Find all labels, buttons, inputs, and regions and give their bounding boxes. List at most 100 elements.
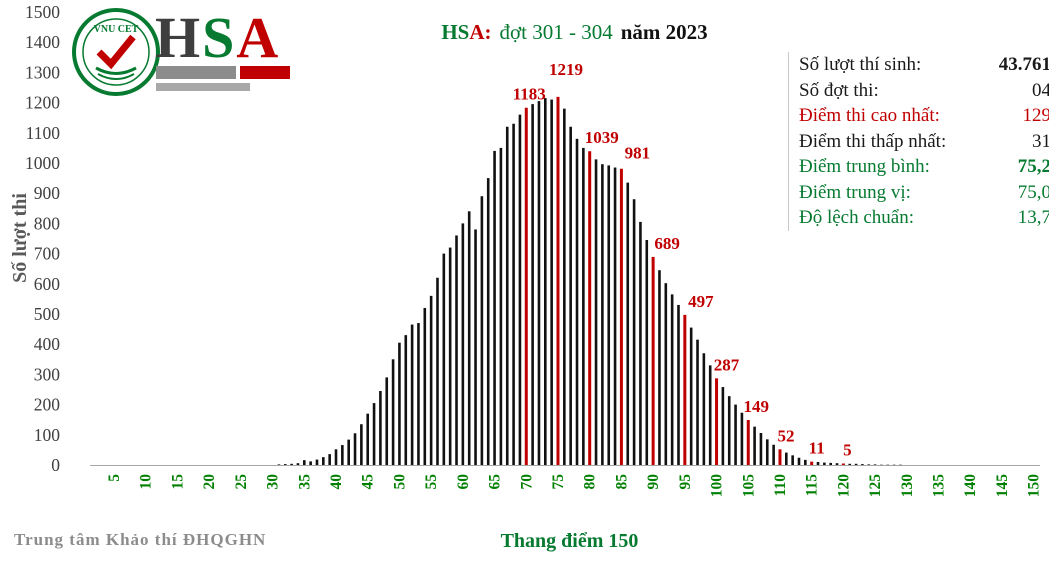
score-bar [379,391,382,465]
x-tick-label: 100 [709,474,726,498]
score-bar [791,455,794,465]
x-tick-label: 105 [740,474,757,498]
score-bar [277,464,281,465]
logo-letter-h: H [155,5,203,70]
y-tick-label: 1200 [25,93,60,113]
vnu-cet-logo: VNU CET [72,8,160,96]
score-bar [442,253,446,465]
score-bar [480,196,484,465]
book-icon-line [97,73,135,80]
checkmark-icon [96,34,136,70]
x-tick-label: 75 [550,474,567,490]
logo-letter-s: S [202,5,237,70]
score-bar [848,463,852,465]
x-tick-label: 10 [138,474,155,490]
logo-underline-red [240,66,290,79]
highlight-bar [746,420,750,465]
score-bar [474,229,477,465]
highlight-bar [651,256,655,465]
score-bar [727,396,731,465]
score-bar [315,459,319,465]
stats-row: Điểm trung vị: 75,0 [799,180,1049,206]
x-tick-label: 70 [518,474,535,490]
score-bar [290,463,293,465]
title-year: năm 2023 [620,20,708,44]
score-bar [322,457,325,465]
score-bar [550,99,553,465]
y-tick-label: 800 [34,213,61,233]
score-bar [632,199,636,466]
y-tick-label: 1300 [25,62,60,82]
y-tick-label: 300 [34,364,61,384]
score-bar [537,101,541,465]
y-tick-label: 600 [34,274,61,294]
title-colon: : [484,20,492,44]
highlight-bar [778,449,782,465]
x-tick-label: 125 [867,474,884,498]
score-bar [867,464,871,465]
score-bar [499,147,503,465]
stats-row: Điểm thi cao nhất: 129 [799,103,1049,129]
bar-value-label: 11 [809,439,825,458]
score-bar [759,432,763,465]
x-tick-label: 65 [487,474,504,490]
x-tick-label: 45 [360,474,377,490]
stats-label: Điểm thi cao nhất: [799,105,940,126]
score-bar [334,449,338,465]
y-tick-label: 1100 [26,123,61,143]
stats-value: 75,0 [1017,181,1049,203]
highlight-bar [841,463,845,465]
score-bar [486,178,490,465]
x-tick-label: 35 [296,474,313,490]
y-tick-label: 0 [51,455,60,475]
score-bar [873,464,877,465]
score-bar [531,104,534,466]
logo-inner-ring [82,18,150,86]
score-bar [328,454,331,465]
score-bar [417,323,420,465]
x-tick-label: 30 [265,474,282,490]
logo-underline-gray-2 [156,83,250,91]
score-bar [702,353,706,465]
x-tick-label: 90 [645,474,662,490]
score-bar [575,138,579,465]
score-bar [854,463,858,465]
score-bar [283,464,287,465]
stats-label: Độ lệch chuẩn: [799,207,915,228]
bar-value-label: 1039 [585,128,619,147]
bar-value-label: 5 [843,440,852,459]
score-bar [734,404,737,465]
highlight-bar [810,461,814,465]
source-credit: Trung tâm Khảo thí ĐHQGHN [14,530,267,549]
score-bar [677,304,680,465]
stats-label: Điểm trung vị: [799,181,911,203]
bar-value-label: 287 [714,355,740,374]
stats-label: Số lượt thí sinh: [799,54,922,75]
x-tick-label: 85 [613,474,630,490]
score-bar [696,339,699,465]
score-bar [816,461,820,465]
y-tick-label: 1000 [25,153,60,173]
score-bar [505,126,509,465]
stats-label: Điểm trung bình: [799,156,930,177]
y-tick-label: 100 [34,425,61,445]
score-bar [512,123,515,466]
score-bar [404,335,408,465]
score-bar [372,403,376,465]
bar-value-label: 1183 [513,85,546,104]
logo-letter-a: A [236,5,281,70]
score-bar [309,461,312,465]
score-bar [569,126,572,465]
score-bar [493,150,496,466]
score-bar [797,457,801,465]
score-bar [448,247,452,465]
title-batch: đợt 301 - 304 [499,20,613,44]
score-bar [455,235,458,465]
score-bar [772,444,775,465]
x-tick-label: 110 [772,474,789,497]
x-tick-label: 15 [169,474,186,490]
x-tick-label: 140 [962,474,979,498]
highlight-bar [619,168,623,465]
score-bar [861,464,864,465]
bar-value-label: 689 [654,234,680,253]
